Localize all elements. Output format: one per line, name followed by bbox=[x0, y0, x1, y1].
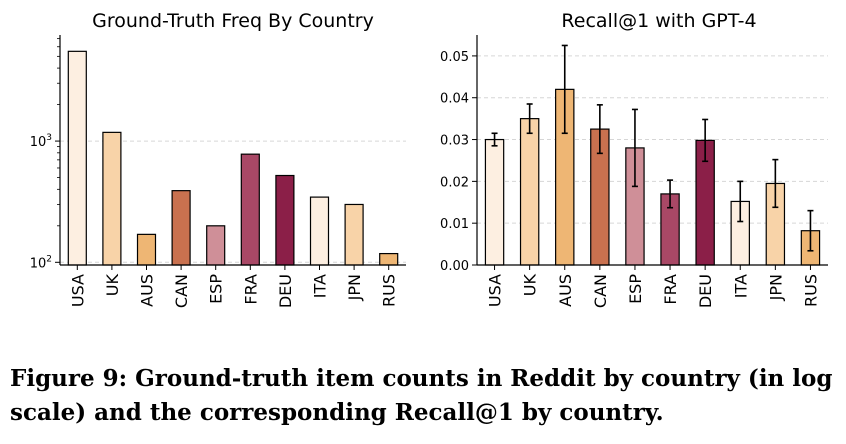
bar-deu bbox=[275, 174, 295, 266]
y-tick-label: 0.02 bbox=[440, 175, 469, 190]
x-tick-label: USA bbox=[486, 274, 505, 307]
bar-usa bbox=[484, 138, 505, 266]
bar-aus bbox=[136, 233, 157, 266]
x-tick-label: CAN bbox=[591, 274, 610, 308]
x-tick-label: AUS bbox=[556, 274, 575, 307]
x-tick-label: UK bbox=[103, 273, 122, 296]
bar-jpn bbox=[344, 203, 364, 266]
x-tick-label: JPN bbox=[766, 274, 785, 301]
x-tick-label: ITA bbox=[311, 274, 330, 298]
panel-recall-at-1: Recall@1 with GPT-4 0.00 0.01 0.02 0.03 0.04… bbox=[440, 10, 828, 308]
x-tick-label: FRA bbox=[241, 274, 260, 305]
bar-fra bbox=[240, 153, 260, 266]
x-tick-label: ESP bbox=[207, 274, 226, 304]
y-tick-exponent: 2 bbox=[46, 254, 52, 264]
y-tick-label: 0.00 bbox=[440, 259, 469, 274]
x-tick-label: UK bbox=[521, 273, 540, 296]
x-tick-label: USA bbox=[68, 274, 87, 307]
x-tick-label: AUS bbox=[138, 274, 157, 307]
bar-uk bbox=[102, 131, 122, 266]
figure: Ground-Truth Freq By Country 102 103 USA UK… bbox=[30, 10, 828, 308]
x-tick-label: CAN bbox=[172, 274, 191, 308]
y-tick-label: 102 bbox=[30, 254, 52, 271]
x-tick-label: JPN bbox=[345, 274, 364, 301]
figure-caption: Figure 9: Ground-truth item counts in Re… bbox=[10, 365, 833, 426]
y-tick-exponent: 3 bbox=[46, 133, 52, 143]
y-tick-label: 103 bbox=[30, 133, 52, 150]
y-tick-label: 0.03 bbox=[440, 134, 469, 149]
x-tick-label: FRA bbox=[661, 274, 680, 305]
bar-rus bbox=[379, 252, 399, 266]
bar-usa bbox=[67, 50, 87, 266]
y-tick-label: 0.01 bbox=[440, 217, 469, 232]
x-tick-label: DEU bbox=[696, 274, 715, 308]
x-tick-label: ESP bbox=[626, 274, 645, 304]
x-tick-label: RUS bbox=[801, 274, 820, 307]
x-tick-label: RUS bbox=[380, 274, 399, 307]
bar-ita bbox=[309, 196, 330, 266]
chart-title-right: Recall@1 with GPT-4 bbox=[561, 10, 756, 32]
x-tick-label: ITA bbox=[731, 274, 750, 298]
x-tick-label: DEU bbox=[276, 274, 295, 308]
bar-uk bbox=[519, 118, 540, 266]
y-tick-label: 0.05 bbox=[440, 50, 469, 65]
panel-ground-truth-freq: Ground-Truth Freq By Country 102 103 USA UK… bbox=[30, 10, 406, 308]
bar-can bbox=[171, 190, 191, 266]
chart-title-left: Ground-Truth Freq By Country bbox=[92, 10, 374, 32]
y-tick-label: 0.04 bbox=[440, 92, 469, 107]
bar-esp bbox=[206, 225, 226, 266]
